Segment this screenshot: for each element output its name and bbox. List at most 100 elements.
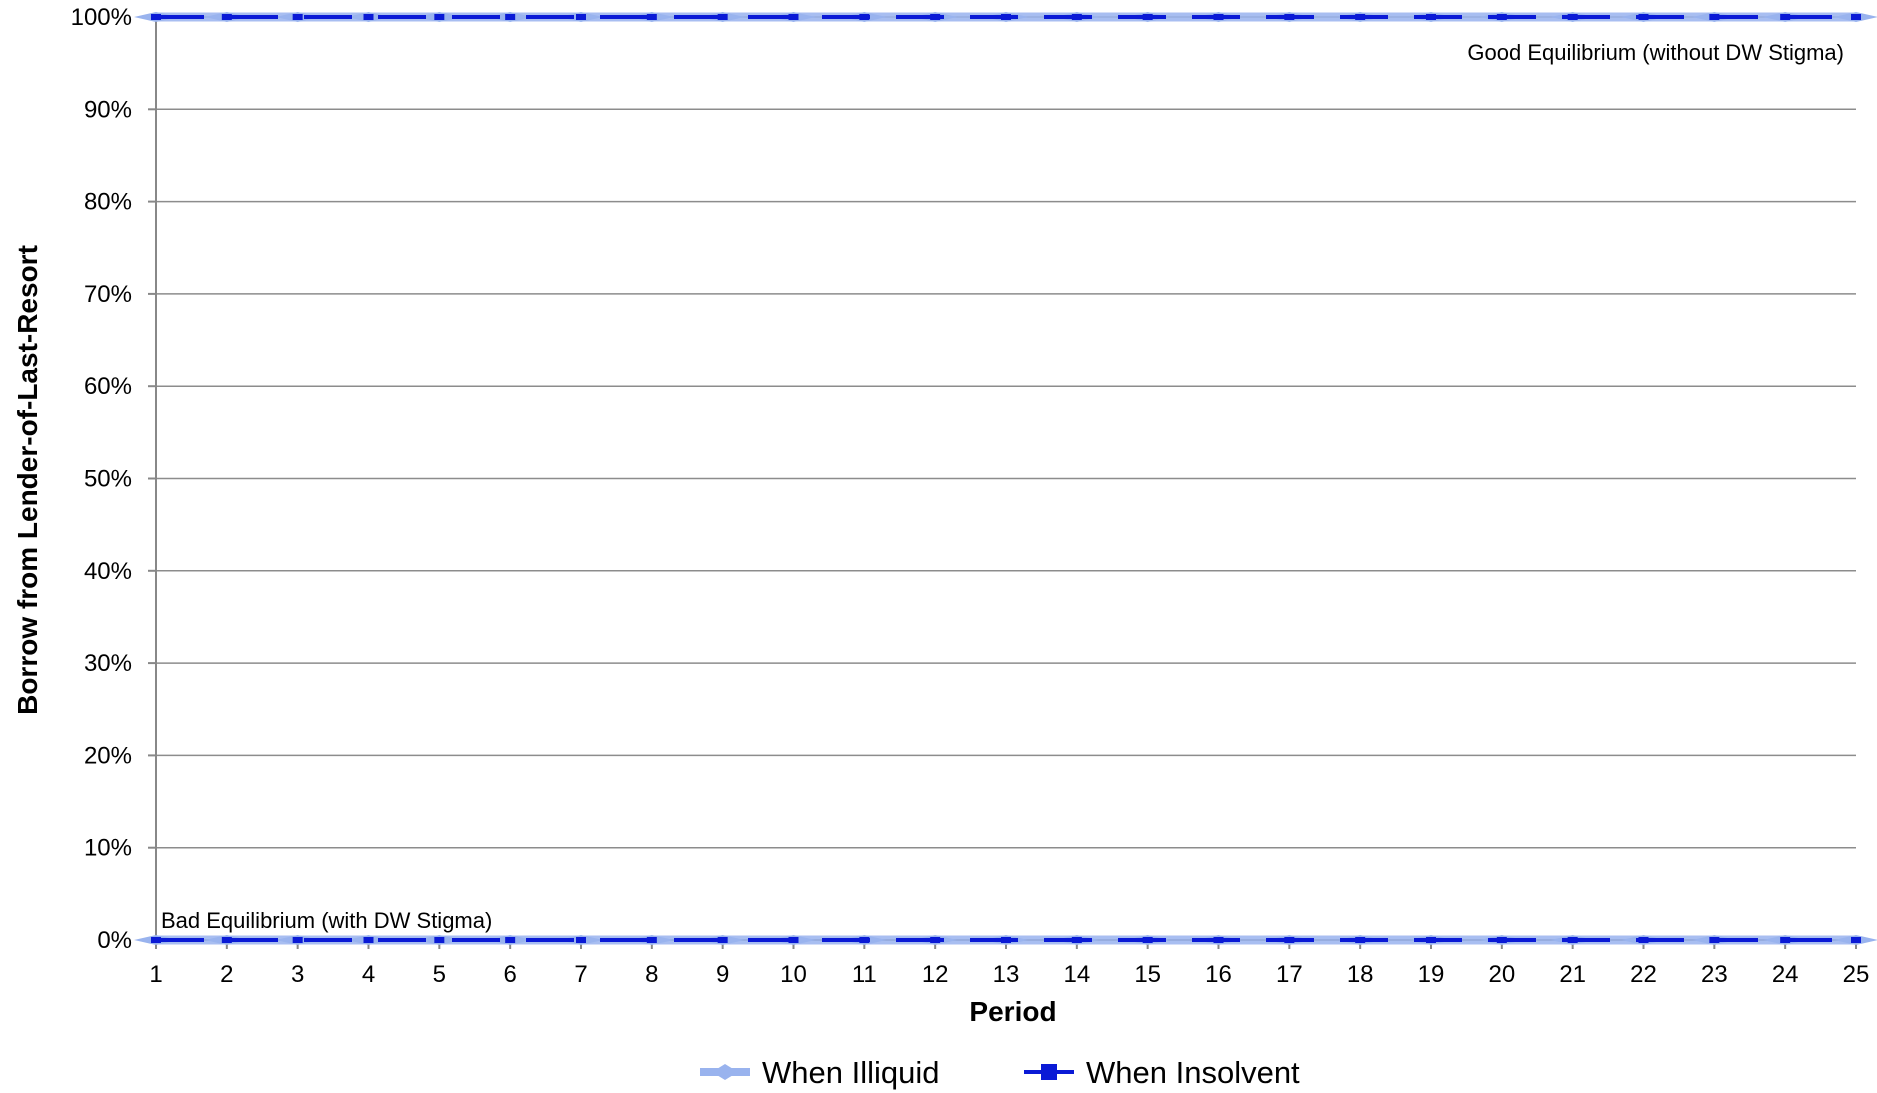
data-point bbox=[646, 14, 657, 20]
data-point bbox=[1001, 14, 1011, 20]
annotation-good-equilibrium: Good Equilibrium (without DW Stigma) bbox=[1467, 40, 1844, 65]
legend-label-when-illiquid: When Illiquid bbox=[762, 1055, 939, 1090]
y-axis-title: Borrow from Lender-of-Last-Resort bbox=[12, 245, 43, 715]
data-point bbox=[363, 937, 374, 943]
data-point bbox=[1567, 14, 1578, 20]
data-point bbox=[646, 937, 657, 943]
data-point bbox=[1709, 14, 1720, 20]
data-point bbox=[930, 14, 941, 20]
legend-marker-square-icon bbox=[1041, 1064, 1057, 1080]
data-point bbox=[292, 14, 303, 20]
data-point bbox=[1071, 937, 1082, 943]
data-point bbox=[717, 937, 728, 943]
x-tick-label: 11 bbox=[852, 961, 877, 988]
legend-item-when-illiquid: When Illiquid bbox=[700, 1055, 939, 1090]
x-tick-label: 24 bbox=[1772, 961, 1799, 988]
data-point bbox=[1638, 937, 1649, 943]
data-point bbox=[1355, 937, 1366, 943]
y-tick-label: 20% bbox=[84, 742, 132, 769]
x-axis-ticks: 1 2 3 4 5 6 7 8 9 10 11 12 13 14 15 16 17 18 19 20 21 22 23 24 2… bbox=[149, 940, 1869, 988]
x-tick-label: 14 bbox=[1063, 961, 1090, 988]
y-tick-label: 90% bbox=[84, 96, 132, 123]
x-axis-title: Period bbox=[969, 996, 1056, 1027]
x-tick-label: 17 bbox=[1276, 961, 1303, 988]
data-point bbox=[1780, 14, 1791, 20]
y-axis-ticks: 0% 10% 20% 30% 40% 50% 60% 70% 80% 90% 100% bbox=[71, 4, 156, 954]
data-point bbox=[1426, 937, 1436, 943]
legend-marker-diamond-icon bbox=[712, 1064, 738, 1080]
x-tick-label: 4 bbox=[362, 961, 375, 988]
data-point bbox=[1071, 14, 1082, 20]
data-point bbox=[576, 14, 586, 20]
x-tick-label: 15 bbox=[1134, 961, 1161, 988]
x-tick-label: 13 bbox=[993, 961, 1020, 988]
data-point bbox=[151, 937, 161, 943]
data-point bbox=[1284, 937, 1295, 943]
data-point bbox=[930, 937, 941, 943]
data-point bbox=[717, 14, 728, 20]
data-point bbox=[859, 937, 870, 943]
data-point bbox=[1496, 14, 1507, 20]
y-tick-label: 80% bbox=[84, 189, 132, 216]
data-point bbox=[1355, 14, 1366, 20]
x-tick-label: 12 bbox=[922, 961, 949, 988]
y-tick-label: 0% bbox=[97, 927, 132, 954]
data-point bbox=[1851, 14, 1861, 20]
data-point bbox=[788, 14, 799, 20]
data-point bbox=[1213, 937, 1224, 943]
data-point bbox=[1213, 14, 1224, 20]
legend: When Illiquid When Insolvent bbox=[700, 1055, 1300, 1090]
x-tick-label: 6 bbox=[503, 961, 516, 988]
x-tick-label: 3 bbox=[291, 961, 304, 988]
data-point bbox=[1780, 937, 1791, 943]
data-point bbox=[859, 14, 870, 20]
y-tick-label: 10% bbox=[84, 835, 132, 862]
data-point bbox=[221, 14, 232, 20]
x-tick-label: 2 bbox=[220, 961, 233, 988]
data-point bbox=[151, 14, 161, 20]
data-point bbox=[292, 937, 303, 943]
legend-label-when-insolvent: When Insolvent bbox=[1086, 1055, 1300, 1090]
y-tick-label: 40% bbox=[84, 558, 132, 585]
x-tick-label: 23 bbox=[1701, 961, 1728, 988]
gridlines bbox=[156, 16, 1856, 849]
y-tick-label: 30% bbox=[84, 650, 132, 677]
data-point bbox=[1426, 14, 1436, 20]
legend-item-when-insolvent: When Insolvent bbox=[1024, 1055, 1300, 1090]
x-tick-label: 25 bbox=[1843, 961, 1870, 988]
y-tick-label: 100% bbox=[71, 4, 132, 31]
x-tick-label: 10 bbox=[780, 961, 807, 988]
x-tick-label: 1 bbox=[149, 961, 162, 988]
x-tick-label: 7 bbox=[574, 961, 587, 988]
data-point bbox=[1709, 937, 1720, 943]
data-point bbox=[221, 937, 232, 943]
data-point bbox=[1851, 937, 1861, 943]
data-point bbox=[434, 937, 445, 943]
annotation-bad-equilibrium: Bad Equilibrium (with DW Stigma) bbox=[161, 908, 492, 933]
x-tick-label: 9 bbox=[716, 961, 729, 988]
data-point bbox=[1142, 14, 1153, 20]
x-tick-label: 18 bbox=[1347, 961, 1374, 988]
x-tick-label: 8 bbox=[645, 961, 658, 988]
data-point bbox=[1001, 937, 1011, 943]
x-tick-label: 5 bbox=[433, 961, 446, 988]
x-tick-label: 20 bbox=[1488, 961, 1515, 988]
data-point bbox=[1567, 937, 1578, 943]
data-point bbox=[363, 14, 374, 20]
y-tick-label: 50% bbox=[84, 466, 132, 493]
data-point bbox=[1284, 14, 1295, 20]
x-tick-label: 22 bbox=[1630, 961, 1657, 988]
y-tick-label: 60% bbox=[84, 373, 132, 400]
data-point bbox=[434, 14, 445, 20]
x-tick-label: 21 bbox=[1559, 961, 1586, 988]
data-point bbox=[505, 937, 516, 943]
data-point bbox=[1496, 937, 1507, 943]
data-point bbox=[576, 937, 586, 943]
x-tick-label: 16 bbox=[1205, 961, 1232, 988]
series-layer bbox=[134, 12, 1877, 945]
x-tick-label: 19 bbox=[1418, 961, 1445, 988]
data-point bbox=[1142, 937, 1153, 943]
y-tick-label: 70% bbox=[84, 281, 132, 308]
data-point bbox=[505, 14, 516, 20]
